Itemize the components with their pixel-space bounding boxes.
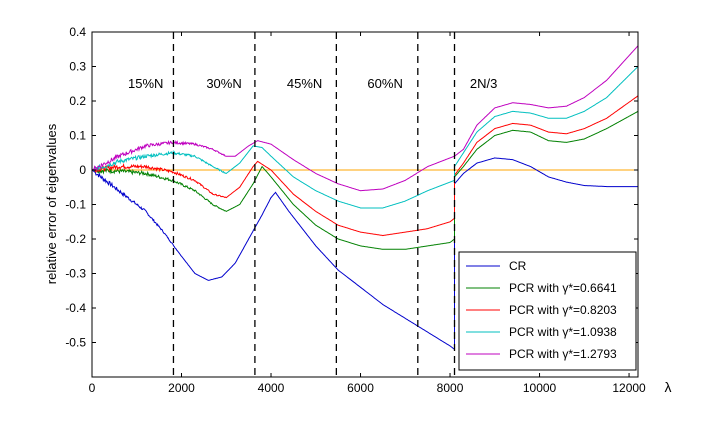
y-tick-label: 0.2 [69, 94, 86, 108]
y-tick-label: -0.5 [65, 336, 86, 350]
legend: CR PCR with γ*=0.6641 PCR with γ*=0.8203 PC… [458, 251, 637, 371]
y-tick-label: -0.3 [65, 267, 86, 281]
legend-entry-2: PCR with γ*=0.8203 [509, 303, 617, 317]
series-line-4 [91, 45, 639, 192]
x-tick-label: 4000 [258, 381, 285, 395]
region-label-4: 2N/3 [470, 76, 497, 91]
legend-entry-0: CR [509, 259, 527, 273]
y-tick-label: -0.1 [65, 198, 86, 212]
y-tick-label: 0 [79, 163, 86, 177]
y-tick-label: -0.2 [65, 232, 86, 246]
x-tick-label: 0 [89, 381, 96, 395]
region-label-0: 15%N [128, 76, 163, 91]
region-label-3: 60%N [367, 76, 402, 91]
region-label-1: 30%N [206, 76, 241, 91]
y-axis-label: relative error of eigenvalues [44, 123, 59, 284]
series-line-3 [91, 66, 639, 209]
y-tick-label: 0.4 [69, 25, 86, 39]
region-label-2: 45%N [287, 76, 322, 91]
y-tick-label: 0.1 [69, 129, 86, 143]
x-tick-label: 12000 [612, 381, 646, 395]
x-tick-label: 6000 [347, 381, 374, 395]
series-line-2 [91, 95, 639, 237]
x-tick-label: 2000 [168, 381, 195, 395]
y-tick-label: -0.4 [65, 301, 86, 315]
y-tick-label: 0.3 [69, 60, 86, 74]
legend-box [458, 251, 637, 371]
x-tick-label: 8000 [437, 381, 464, 395]
legend-entry-3: PCR with γ*=1.0938 [509, 325, 617, 339]
x-axis-label: λ [665, 379, 672, 395]
series-line-1 [92, 110, 639, 250]
legend-entry-4: PCR with γ*=1.2793 [509, 347, 617, 361]
x-tick-label: 10000 [523, 381, 557, 395]
series-line-0 [91, 157, 638, 351]
legend-entry-1: PCR with γ*=0.6641 [509, 281, 617, 295]
